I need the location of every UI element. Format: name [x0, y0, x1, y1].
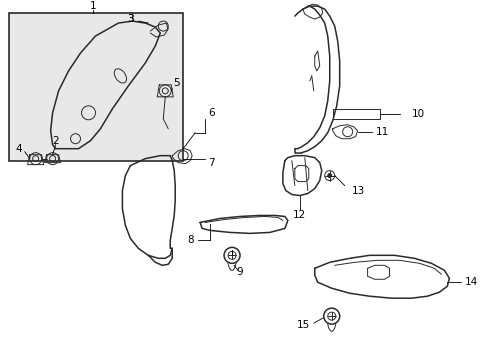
Text: 10: 10	[410, 109, 424, 119]
Text: 8: 8	[187, 235, 194, 246]
Bar	[9, 13, 183, 161]
Text: 2: 2	[52, 136, 59, 146]
Circle shape	[327, 174, 331, 177]
Text: 6: 6	[208, 108, 214, 118]
Text: 1: 1	[90, 1, 97, 11]
Text: 12: 12	[293, 211, 306, 220]
Text: 7: 7	[208, 158, 214, 168]
Text: 3: 3	[127, 14, 133, 24]
Text: 3: 3	[127, 14, 133, 24]
Text: 4: 4	[16, 144, 22, 154]
Text: 9: 9	[236, 267, 243, 277]
Text: 15: 15	[296, 320, 309, 330]
Text: 14: 14	[465, 277, 478, 287]
Text: 5: 5	[173, 78, 179, 88]
Text: 11: 11	[375, 127, 388, 137]
Text: 13: 13	[351, 185, 364, 195]
